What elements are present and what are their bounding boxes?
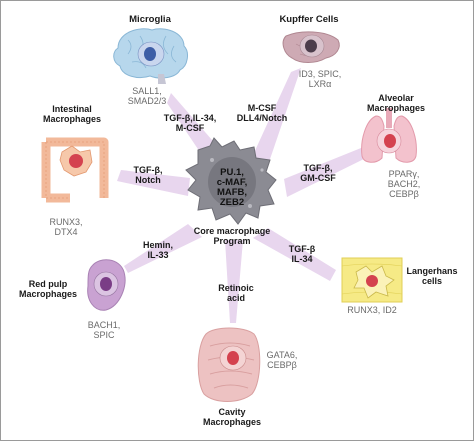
alveolar-factor-1: PPARγ, (388, 169, 420, 179)
alveolar-factor-2: BACH2, (387, 179, 421, 189)
core-factor-4: ZEB2 (219, 197, 245, 208)
redpulp-title-line1: Red pulp (28, 279, 68, 289)
intestinal-title-line2: Macrophages (42, 114, 102, 124)
core-factor-2: c-MAF, (216, 177, 248, 188)
alveolar-title-line1: Alveolar (378, 93, 414, 103)
redpulp-factor-2: SPIC (93, 330, 115, 340)
alveolar-signal-2: GM-CSF (300, 173, 336, 183)
microglia-brain-illustration (113, 28, 188, 84)
microglia-title: Microglia (129, 14, 171, 25)
core-macrophage-cell (185, 137, 277, 225)
alveolar-signal-1: TGF-β, (303, 163, 333, 173)
langerhans-skin-illustration (341, 257, 403, 303)
intestinal-factor-1: RUNX3, (49, 217, 83, 227)
langerhans-factor-1: RUNX3, ID2 (347, 305, 397, 315)
cavity-title-line1: Cavity (218, 407, 246, 417)
cavity-title-line2: Macrophages (202, 417, 262, 427)
alveolar-lungs-illustration (361, 108, 417, 163)
redpulp-spleen-illustration (87, 259, 126, 311)
intestinal-factor-2: DTX4 (54, 227, 78, 237)
arrow-to-langerhans (253, 228, 336, 281)
arrow-to-kupffer (253, 68, 301, 168)
arrow-to-cavity (225, 240, 243, 323)
cavity-signal-2: acid (226, 293, 246, 303)
kupffer-factor-1: ID3, SPIC, (298, 69, 342, 79)
intestinal-signal-2: Notch (135, 175, 161, 185)
alveolar-title-line2: Macrophages (366, 103, 426, 113)
kupffer-title: Kupffer Cells (279, 14, 339, 25)
intestinal-signal-1: TGF-β, (133, 165, 163, 175)
intestinal-title-line1: Intestinal (52, 104, 92, 114)
langerhans-title-line2: cells (421, 276, 443, 286)
langerhans-title-line1: Langerhans (406, 266, 458, 276)
kupffer-signal-1: M-CSF (247, 103, 277, 113)
cavity-factor-2: CEBPβ (267, 360, 297, 370)
redpulp-factor-1: BACH1, (87, 320, 121, 330)
kupffer-factor-2: LXRα (308, 79, 332, 89)
intestinal-intestine-illustration (41, 137, 109, 203)
langerhans-signal-2: IL-34 (291, 254, 313, 264)
core-caption-line1: Core macrophage (193, 226, 271, 236)
core-caption-line2: Program (213, 236, 251, 246)
redpulp-signal-2: IL-33 (147, 250, 169, 260)
arrow-to-redpulp (124, 224, 202, 273)
core-factor-1: PU.1, (220, 167, 244, 178)
kupffer-signal-2: DLL4/Notch (236, 113, 288, 123)
alveolar-factor-3: CEBPβ (389, 189, 419, 199)
langerhans-signal-1: TGF-β (288, 244, 316, 254)
redpulp-title-line2: Macrophages (18, 289, 78, 299)
microglia-factor-2: SMAD2/3 (127, 96, 167, 106)
kupffer-liver-illustration (282, 31, 340, 63)
arrow-to-intestinal (117, 170, 190, 196)
cavity-organs-illustration (197, 327, 261, 402)
microglia-signal-1: TGF-β,IL-34, (163, 113, 217, 123)
microglia-signal-2: M-CSF (175, 123, 205, 133)
arrow-to-alveolar (284, 146, 372, 197)
redpulp-signal-1: Hemin, (142, 240, 174, 250)
cavity-factor-1: GATA6, (266, 350, 298, 360)
microglia-factor-1: SALL1, (132, 86, 162, 96)
core-factor-3: MAFB, (216, 187, 248, 198)
cavity-signal-1: Retinoic (218, 283, 254, 293)
